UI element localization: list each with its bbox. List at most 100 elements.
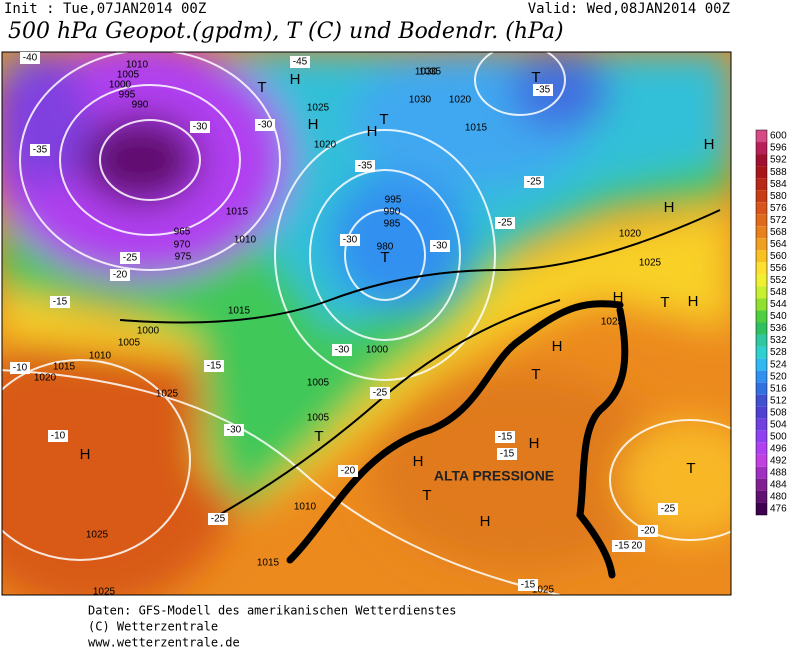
isobar-label: 1020 <box>34 373 57 384</box>
pressure-center: T <box>531 366 540 383</box>
isobar-label: 1030 <box>415 67 438 78</box>
temp-label-box <box>110 269 130 281</box>
pressure-center: H <box>480 513 491 530</box>
colorbar-swatch <box>756 382 767 395</box>
temp-label: -30 <box>193 122 208 133</box>
temp-label: -35 <box>536 85 551 96</box>
colorbar-label: 492 <box>770 456 787 467</box>
temp-label-box <box>340 234 360 246</box>
temp-label: -20 <box>341 466 356 477</box>
pressure-center: H <box>290 71 301 88</box>
temp-label-box <box>430 240 450 252</box>
temp-label-box <box>190 121 210 133</box>
pressure-center: T <box>379 111 388 128</box>
colorbar-label: 564 <box>770 239 787 250</box>
temp-label: -25 <box>373 388 388 399</box>
temp-label-box <box>495 431 515 443</box>
isobar-label: 1000 <box>137 326 160 337</box>
colorbar-label: 576 <box>770 203 787 214</box>
colorbar-label: 568 <box>770 227 787 238</box>
colorbar-swatch <box>756 310 767 323</box>
isobar-label: 965 <box>174 227 191 238</box>
colorbar-frame <box>755 129 768 516</box>
colorbar-swatch <box>756 226 767 239</box>
isobar-label: 1010 <box>234 235 257 246</box>
temp-label: -35 <box>33 145 48 156</box>
temp-label-box <box>518 579 538 591</box>
colorbar-swatch <box>756 454 767 467</box>
temp-label-box <box>495 217 515 229</box>
temp-label: -20 <box>113 270 128 281</box>
temp-label: -10 <box>13 363 28 374</box>
colorbar-label: 536 <box>770 323 787 334</box>
isobar-label: 1030 <box>409 95 432 106</box>
pressure-center: H <box>613 289 624 306</box>
temp-label: -25 <box>661 504 676 515</box>
isobar-label: 1005 <box>117 70 140 81</box>
isobar-label: 1025 <box>639 258 662 269</box>
colorbar-label: 588 <box>770 167 787 178</box>
map-field <box>2 52 731 595</box>
colorbar-swatch <box>756 478 767 491</box>
isobar-label: 1015 <box>257 558 280 569</box>
isobar-label: 1025 <box>601 317 624 328</box>
colorbar-label: 572 <box>770 215 787 226</box>
pressure-center: T <box>257 79 266 96</box>
colorbar-label: 476 <box>770 504 787 515</box>
colorbar-label: 552 <box>770 275 787 286</box>
colorbar-label: 512 <box>770 395 787 406</box>
colorbar-swatch <box>756 262 767 275</box>
isobar-label: 970 <box>174 240 191 251</box>
temp-label-box <box>30 144 50 156</box>
temp-label-box <box>224 424 244 436</box>
colorbar-label: 480 <box>770 492 787 503</box>
isobar-label: 1020 <box>619 229 642 240</box>
map-frame <box>1 51 732 596</box>
colorbar-label: 488 <box>770 468 787 479</box>
pressure-center: T <box>314 428 323 445</box>
isobar-label: 1015 <box>465 123 488 134</box>
temp-label-box <box>48 430 68 442</box>
isobar-label: 1015 <box>228 306 251 317</box>
colorbar-swatch <box>756 490 767 503</box>
isobar-label: 1015 <box>53 362 76 373</box>
colorbar-label: 560 <box>770 251 787 262</box>
temp-label-box <box>255 119 275 131</box>
colorbar-label: 520 <box>770 371 787 382</box>
colorbar-label: 544 <box>770 299 787 310</box>
isobar-label: 1025 <box>307 103 330 114</box>
colorbar-swatch <box>756 298 767 311</box>
temp-label: -15 <box>53 297 68 308</box>
pressure-center: H <box>367 123 378 140</box>
isobar-label: 1005 <box>118 338 141 349</box>
temp-label: -45 <box>293 57 308 68</box>
colorbar-swatch <box>756 406 767 419</box>
temp-label: -40 <box>23 53 38 64</box>
isobar-label: 1010 <box>294 502 317 513</box>
colorbar-label: 532 <box>770 335 787 346</box>
temp-label-box <box>332 344 352 356</box>
isobar-label: 1020 <box>314 140 337 151</box>
temp-label: -15 <box>521 580 536 591</box>
colorbar-label: 500 <box>770 431 787 442</box>
pressure-center: H <box>413 453 424 470</box>
temp-label: -15 <box>615 541 630 552</box>
map-title: 500 hPa Geopot.(gpdm), T (C) und Bodendr… <box>8 19 564 44</box>
colorbar-swatch <box>756 190 767 203</box>
isobar-label: 1025 <box>532 585 555 596</box>
colorbar-label: 524 <box>770 359 787 370</box>
temp-label-box <box>50 296 70 308</box>
pressure-center: T <box>422 487 431 504</box>
temp-label-box <box>612 540 632 552</box>
temp-label: -25 <box>527 177 542 188</box>
colorbar-swatch <box>756 466 767 479</box>
colorbar-label: 540 <box>770 311 787 322</box>
isobar-label: 1035 <box>419 67 442 78</box>
colorbar-swatch <box>756 274 767 287</box>
colorbar-swatch <box>756 322 767 335</box>
isobar-label: 995 <box>119 90 136 101</box>
colorbar-swatch <box>756 142 767 155</box>
colorbar-swatch <box>756 442 767 455</box>
isobar-label: 1010 <box>126 60 149 71</box>
